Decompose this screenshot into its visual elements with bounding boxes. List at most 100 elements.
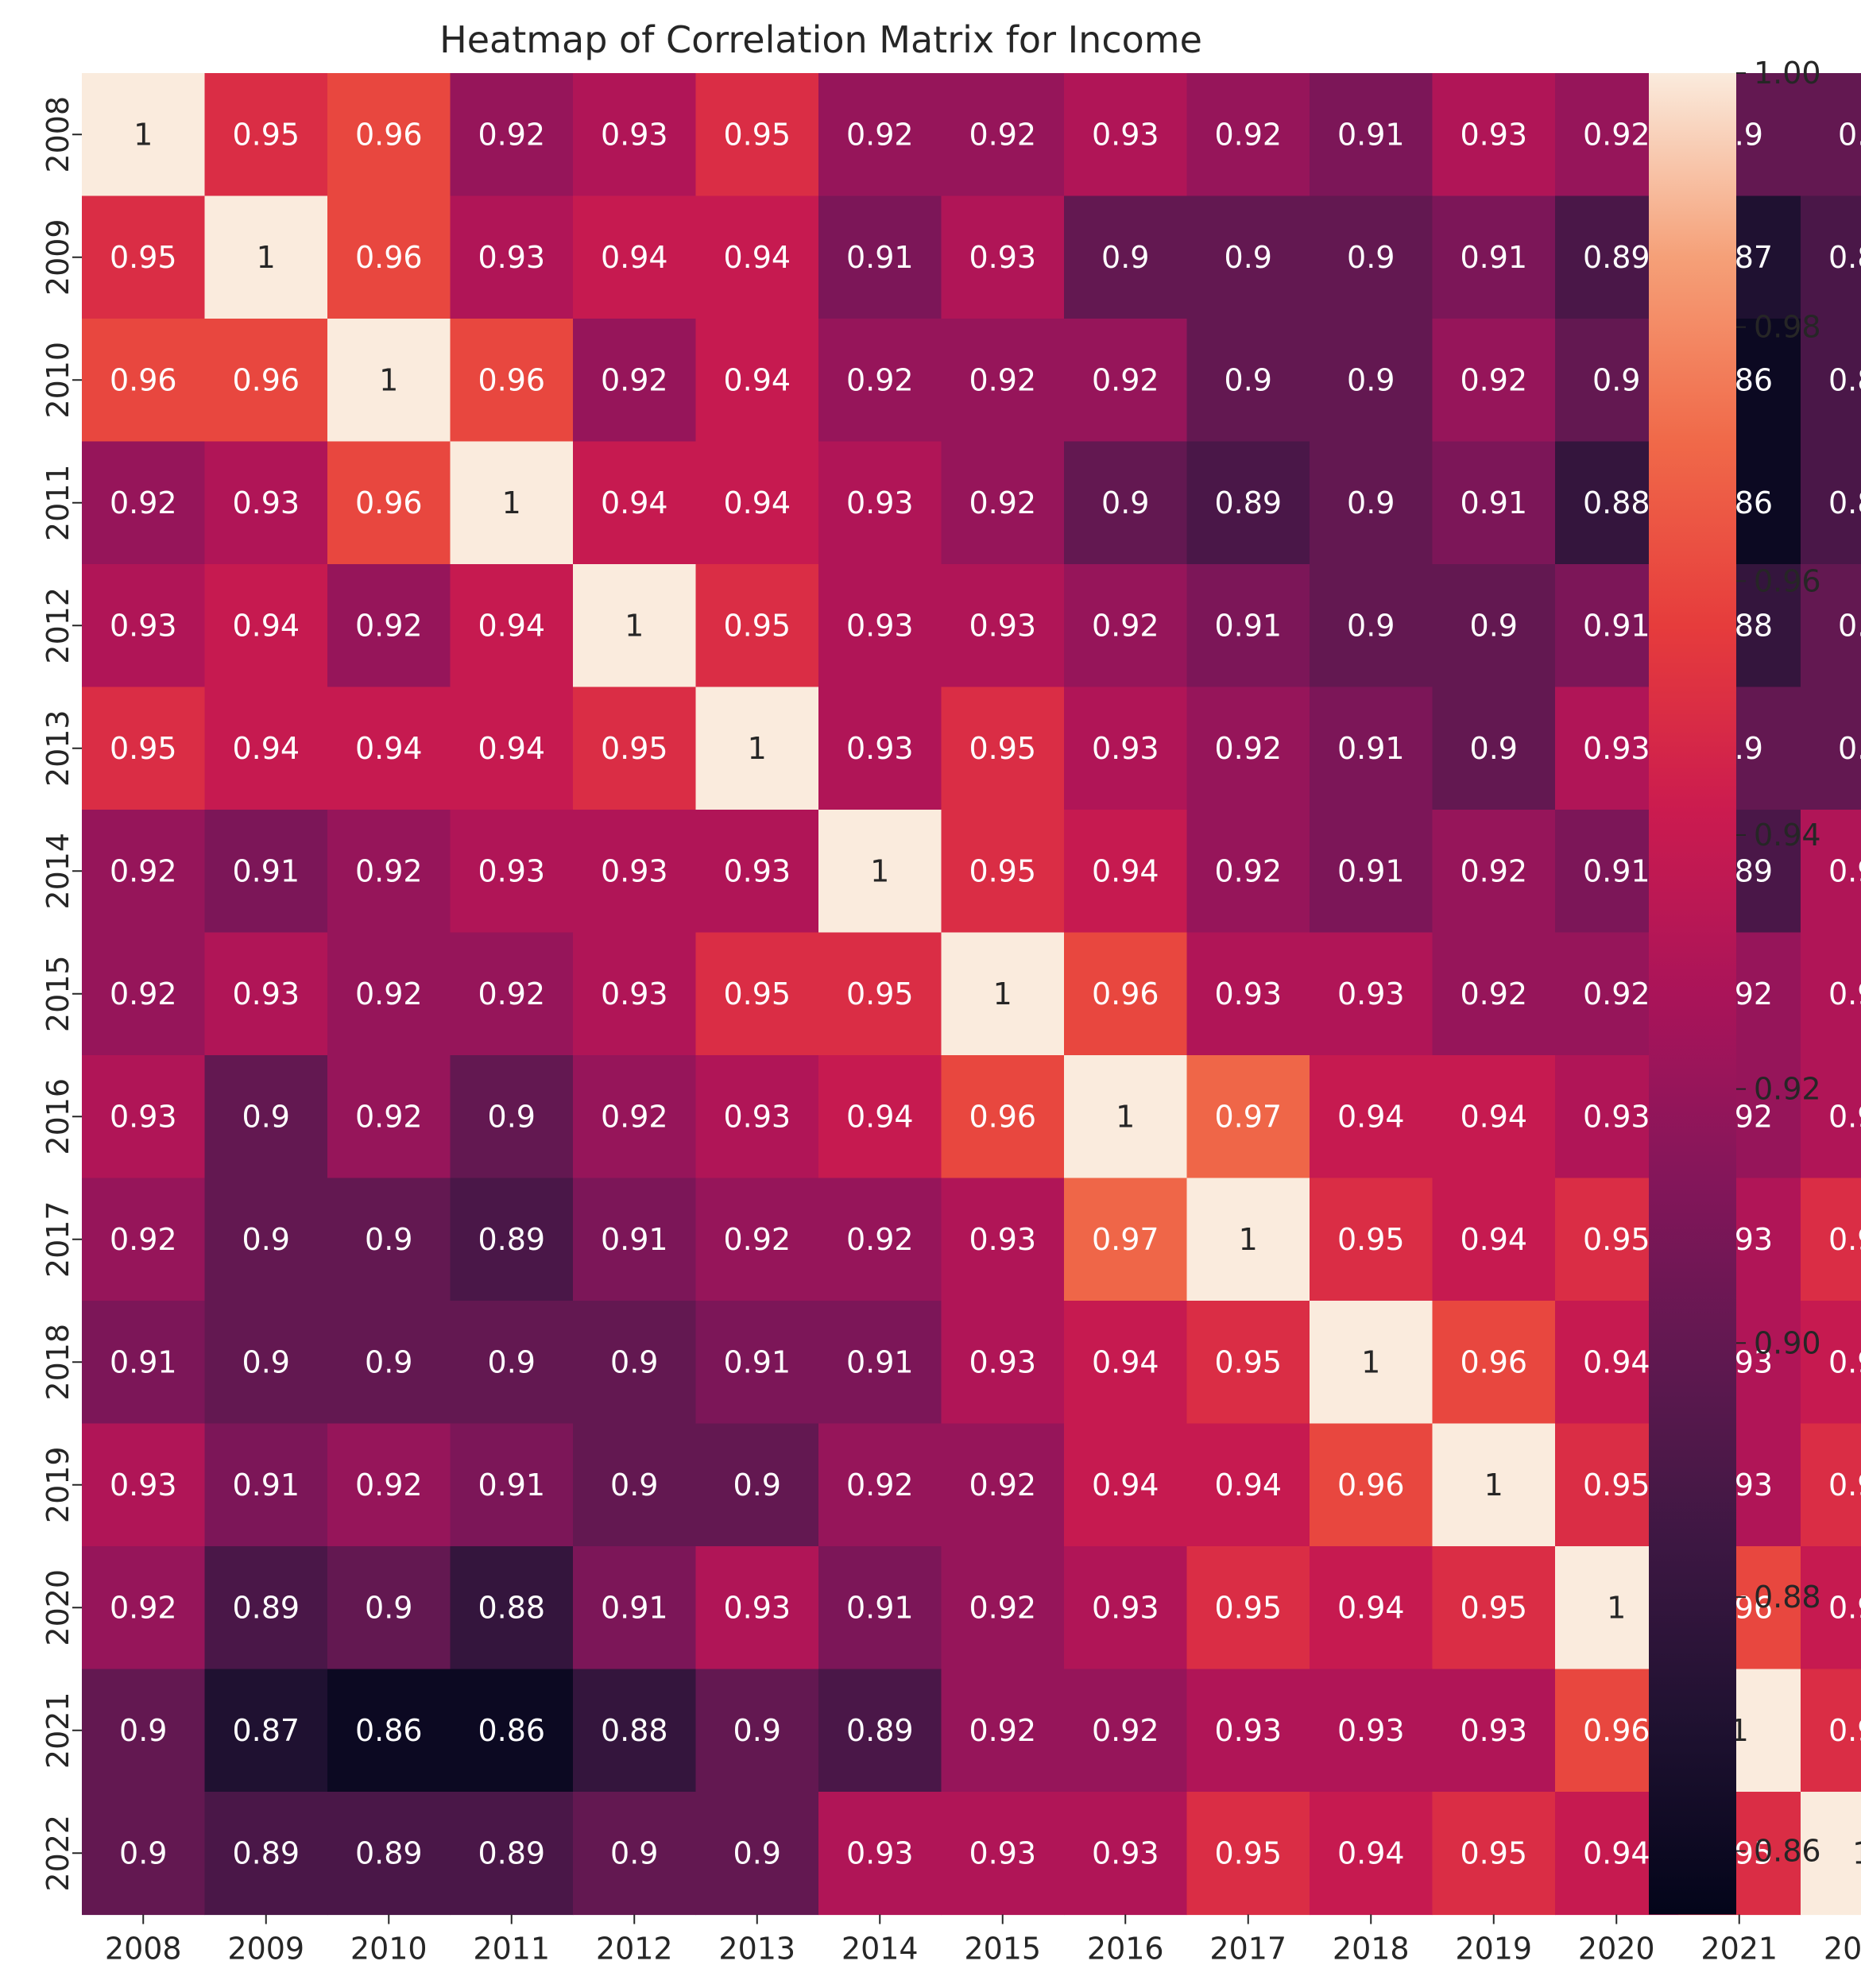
cell-value-label: 1 bbox=[133, 117, 153, 152]
cell-value-label: 0.93 bbox=[1092, 731, 1159, 766]
cell-value-label: 0.97 bbox=[1214, 1099, 1282, 1134]
y-tick-label: 2018 bbox=[41, 1324, 75, 1401]
heatmap-cell bbox=[82, 441, 206, 565]
heatmap-cell bbox=[450, 73, 574, 197]
cell-value-label: 0.91 bbox=[110, 1344, 177, 1379]
heatmap-cell bbox=[818, 564, 942, 688]
heatmap-cell bbox=[695, 1301, 819, 1425]
cell-value-label: 0.94 bbox=[1092, 1344, 1159, 1379]
heatmap-cell bbox=[327, 73, 451, 197]
cell-value-label: 0.96 bbox=[1092, 977, 1159, 1011]
x-tick-label: 2021 bbox=[1700, 1932, 1778, 1967]
heatmap-cell bbox=[1310, 73, 1433, 197]
cell-value-label: 0.94 bbox=[478, 608, 545, 643]
heatmap-cell bbox=[1432, 564, 1556, 688]
heatmap-cell bbox=[1310, 932, 1433, 1056]
heatmap-cell bbox=[82, 687, 206, 810]
cell-value-label: 0.92 bbox=[110, 485, 177, 520]
heatmap-cell bbox=[695, 195, 819, 319]
cell-value-label: 0.92 bbox=[478, 117, 545, 152]
heatmap-cell bbox=[1064, 195, 1188, 319]
heatmap-cell bbox=[1432, 932, 1556, 1056]
heatmap-cell bbox=[1064, 73, 1188, 197]
heatmap-cell bbox=[695, 564, 819, 688]
y-tick-label: 2021 bbox=[41, 1692, 75, 1769]
cell-value-label: 0.93 bbox=[969, 1344, 1036, 1379]
heatmap-cell bbox=[573, 73, 697, 197]
heatmap-cell bbox=[82, 195, 206, 319]
heatmap-cell bbox=[573, 1792, 697, 1916]
cell-value-label: 0.96 bbox=[355, 117, 423, 152]
cell-value-label: 0.9 bbox=[365, 1590, 412, 1625]
y-tick-label: 2013 bbox=[41, 710, 75, 787]
heatmap-cell bbox=[818, 1178, 942, 1301]
heatmap-cell bbox=[450, 195, 574, 319]
heatmap-cell bbox=[1801, 1669, 1861, 1793]
cell-value-label: 0.92 bbox=[110, 977, 177, 1011]
heatmap-cell bbox=[327, 195, 451, 319]
cell-value-label: 0.9 bbox=[365, 1222, 412, 1257]
heatmap-cell bbox=[450, 687, 574, 810]
cell-value-label: 0.91 bbox=[1460, 240, 1527, 275]
heatmap-cell bbox=[1310, 1055, 1433, 1179]
heatmap-cell bbox=[695, 319, 819, 443]
cell-value-label: 0.97 bbox=[1092, 1222, 1159, 1257]
cell-value-label: 0.96 bbox=[1583, 1713, 1650, 1748]
heatmap-cell bbox=[204, 1792, 328, 1916]
cell-value-label: 0.95 bbox=[969, 731, 1036, 766]
heatmap-cell bbox=[818, 1301, 942, 1425]
cell-value-label: 0.9 bbox=[733, 1713, 781, 1748]
cell-value-label: 0.92 bbox=[969, 1468, 1036, 1503]
cell-value-label: 0.92 bbox=[846, 117, 914, 152]
x-axis: 2008 2009 2010 2011 2012 2013 2014 2015 2016 2017… bbox=[105, 1914, 1861, 1967]
cell-value-label: 0.94 bbox=[1583, 1344, 1650, 1379]
heatmap-cell bbox=[327, 1055, 451, 1179]
heatmap-cell bbox=[1432, 73, 1556, 197]
heatmap-cell bbox=[204, 932, 328, 1056]
heatmap-cell bbox=[327, 687, 451, 810]
heatmap-cell bbox=[1186, 1055, 1310, 1179]
heatmap-cell bbox=[1432, 1669, 1556, 1793]
heatmap-cell bbox=[450, 1669, 574, 1793]
heatmap-cell-labels: 1 0.95 0.96 0.92 0.93 0.95 0.92 0.92 0.93 0.92 0.9… bbox=[110, 117, 1861, 1870]
cell-value-label: 0.91 bbox=[601, 1222, 668, 1257]
cell-value-label: 0.9 bbox=[1225, 240, 1272, 275]
cell-value-label: 0.92 bbox=[969, 1590, 1036, 1625]
cell-value-label: 0.95 bbox=[846, 977, 914, 1011]
heatmap-cell bbox=[695, 1423, 819, 1547]
cell-value-label: 0.94 bbox=[1214, 1468, 1282, 1503]
heatmap-cell bbox=[1310, 687, 1433, 810]
x-tick-label: 2008 bbox=[105, 1932, 182, 1967]
heatmap-cell bbox=[1432, 319, 1556, 443]
cell-value-label: 0.93 bbox=[846, 1835, 914, 1870]
cell-value-label: 0.95 bbox=[1214, 1590, 1282, 1625]
cell-value-label: 0.92 bbox=[1460, 853, 1527, 888]
cell-value-label: 0.96 bbox=[1337, 1468, 1405, 1503]
cell-value-label: 1 bbox=[993, 977, 1012, 1011]
cell-value-label: 0.93 bbox=[1337, 977, 1405, 1011]
cell-value-label: 0.9 bbox=[1470, 608, 1518, 643]
cell-value-label: 0.89 bbox=[1583, 240, 1650, 275]
cell-value-label: 1 bbox=[1361, 1344, 1380, 1379]
cell-value-label: 0.92 bbox=[1583, 977, 1650, 1011]
heatmap-cell bbox=[450, 1178, 574, 1301]
cell-value-label: 0.93 bbox=[601, 853, 668, 888]
heatmap-cell bbox=[450, 564, 574, 688]
cell-value-label: 0.9 bbox=[119, 1835, 167, 1870]
cell-value-label: 0.92 bbox=[355, 1099, 423, 1134]
heatmap-cell bbox=[818, 1669, 942, 1793]
cell-value-label: 0.96 bbox=[478, 362, 545, 397]
heatmap-cell bbox=[695, 932, 819, 1056]
cell-value-label: 1 bbox=[1852, 1835, 1861, 1870]
cell-value-label: 1 bbox=[1607, 1590, 1626, 1625]
heatmap-cell bbox=[450, 1792, 574, 1916]
cell-value-label: 0.94 bbox=[232, 608, 300, 643]
heatmap-cell bbox=[82, 1423, 206, 1547]
cell-value-label: 0.93 bbox=[969, 240, 1036, 275]
heatmap-cell bbox=[695, 1055, 819, 1179]
cell-value-label: 0.96 bbox=[232, 362, 300, 397]
heatmap-cell bbox=[1064, 1792, 1188, 1916]
heatmap-cell bbox=[695, 687, 819, 810]
y-tick-label: 2008 bbox=[41, 96, 75, 173]
cell-value-label: 0.91 bbox=[478, 1468, 545, 1503]
